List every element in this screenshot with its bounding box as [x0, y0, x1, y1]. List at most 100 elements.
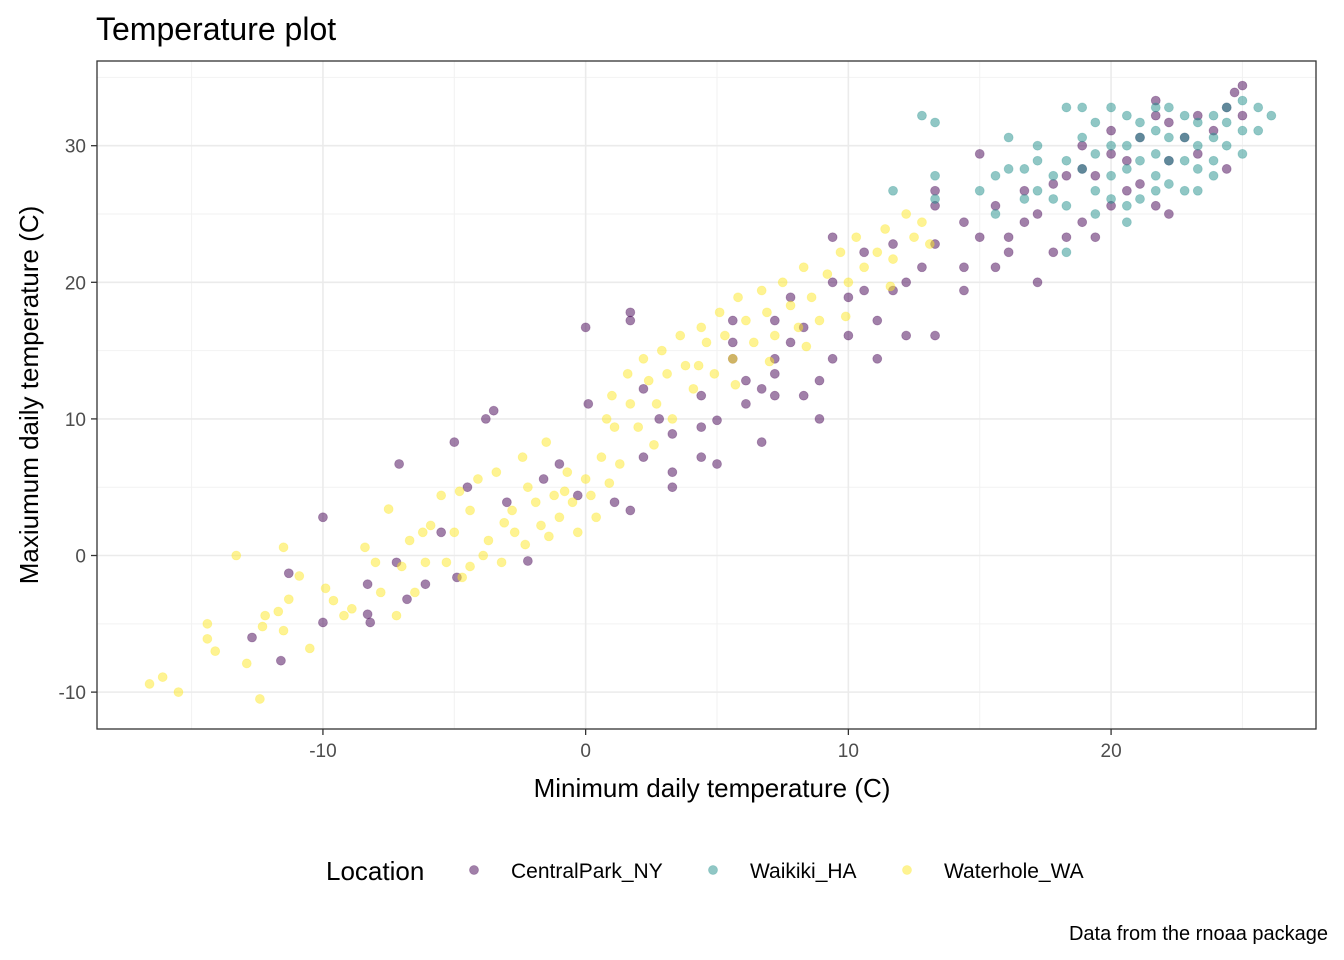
point-waikiki-ha: [1121, 217, 1132, 228]
minor-grid: [97, 61, 1316, 729]
point-waikiki-ha: [1179, 110, 1190, 121]
point-waterhole-wa: [536, 520, 546, 531]
point-waikiki-ha: [1106, 140, 1116, 151]
point-waterhole-wa: [917, 217, 927, 228]
point-centralpark-ny: [488, 405, 499, 416]
point-waikiki-ha: [1090, 117, 1101, 128]
point-waterhole-wa: [543, 531, 554, 542]
point-centralpark-ny: [990, 262, 1001, 273]
point-waterhole-wa: [840, 311, 851, 322]
point-centralpark-ny: [572, 490, 583, 501]
point-waterhole-wa: [328, 595, 339, 606]
point-centralpark-ny: [1135, 179, 1145, 189]
point-waikiki-ha: [1090, 148, 1101, 159]
point-waikiki-ha: [1121, 110, 1132, 121]
point-centralpark-ny: [1237, 80, 1248, 91]
point-centralpark-ny: [917, 262, 927, 273]
point-waterhole-wa: [449, 527, 460, 538]
point-waterhole-wa: [260, 610, 271, 621]
point-centralpark-ny: [1019, 217, 1030, 228]
x-tick-label: 10: [838, 741, 859, 762]
point-centralpark-ny: [1121, 185, 1132, 196]
point-waterhole-wa: [591, 512, 602, 523]
point-centralpark-ny: [798, 390, 809, 401]
point-waterhole-wa: [609, 422, 620, 433]
point-waterhole-wa: [441, 557, 452, 568]
point-waterhole-wa: [436, 490, 447, 501]
point-waterhole-wa: [417, 527, 428, 538]
point-waterhole-wa: [638, 353, 649, 364]
point-centralpark-ny: [638, 452, 649, 463]
plot-border: [96, 60, 1317, 730]
point-waikiki-ha: [1208, 110, 1219, 121]
point-waterhole-wa: [304, 643, 315, 654]
point-centralpark-ny: [769, 390, 780, 401]
point-centralpark-ny: [1150, 200, 1161, 211]
point-centralpark-ny: [696, 422, 707, 433]
point-centralpark-ny: [974, 232, 985, 243]
point-waterhole-wa: [667, 414, 678, 424]
point-centralpark-ny: [727, 337, 738, 348]
point-waterhole-wa: [662, 368, 672, 379]
point-centralpark-ny: [667, 482, 678, 493]
point-waikiki-ha: [1237, 148, 1248, 159]
point-waterhole-wa: [586, 490, 596, 501]
point-centralpark-ny: [362, 609, 373, 620]
point-waikiki-ha: [1253, 125, 1264, 136]
x-tick-label: 0: [580, 741, 591, 762]
point-waterhole-wa: [741, 315, 751, 326]
point-centralpark-ny: [436, 527, 447, 538]
point-waterhole-wa: [730, 379, 741, 390]
point-centralpark-ny: [402, 594, 412, 605]
point-centralpark-ny: [1163, 209, 1174, 219]
point-waterhole-wa: [607, 390, 617, 401]
point-centralpark-ny: [990, 200, 1001, 211]
point-waikiki-ha: [1179, 155, 1190, 166]
point-centralpark-ny: [1003, 247, 1014, 258]
point-centralpark-ny: [974, 148, 985, 159]
point-waterhole-wa: [491, 467, 502, 478]
point-waikiki-ha: [1061, 102, 1072, 113]
point-centralpark-ny: [930, 185, 940, 196]
point-centralpark-ny: [769, 315, 780, 326]
point-waterhole-wa: [231, 550, 242, 561]
legend-key-waterhole-wa: [902, 865, 912, 875]
point-waterhole-wa: [909, 232, 919, 243]
point-waterhole-wa: [391, 610, 402, 621]
point-waterhole-wa: [822, 269, 833, 280]
point-waikiki-ha: [1061, 247, 1072, 258]
point-centralpark-ny: [1106, 125, 1116, 136]
point-centralpark-ny: [580, 322, 591, 333]
point-centralpark-ny: [625, 307, 636, 318]
point-centralpark-ny: [814, 414, 825, 424]
point-centralpark-ny: [1032, 277, 1043, 288]
y-tick-label: -10: [59, 683, 86, 704]
point-waikiki-ha: [1032, 140, 1043, 151]
point-waikiki-ha: [1048, 194, 1059, 204]
point-centralpark-ny: [741, 398, 751, 409]
point-waterhole-wa: [793, 322, 804, 333]
point-waterhole-wa: [559, 486, 570, 497]
point-waterhole-wa: [843, 277, 854, 288]
point-waterhole-wa: [798, 262, 809, 273]
point-waterhole-wa: [530, 497, 541, 508]
point-centralpark-ny: [583, 398, 594, 409]
point-waterhole-wa: [727, 353, 738, 364]
point-waterhole-wa: [785, 300, 796, 311]
point-centralpark-ny: [1061, 232, 1072, 243]
point-centralpark-ny: [843, 330, 854, 341]
point-waikiki-ha: [1019, 164, 1030, 174]
point-centralpark-ny: [365, 617, 376, 628]
point-waterhole-wa: [888, 254, 898, 264]
point-waterhole-wa: [320, 583, 331, 594]
point-centralpark-ny: [1150, 110, 1161, 121]
point-centralpark-ny: [1077, 217, 1088, 228]
point-centralpark-ny: [901, 330, 912, 341]
point-waterhole-wa: [769, 330, 780, 341]
point-centralpark-ny: [654, 414, 665, 424]
point-waterhole-wa: [762, 307, 772, 318]
point-waikiki-ha: [1221, 117, 1232, 128]
point-waterhole-wa: [496, 557, 507, 568]
point-waikiki-ha: [1179, 132, 1190, 143]
point-waterhole-wa: [375, 587, 386, 598]
